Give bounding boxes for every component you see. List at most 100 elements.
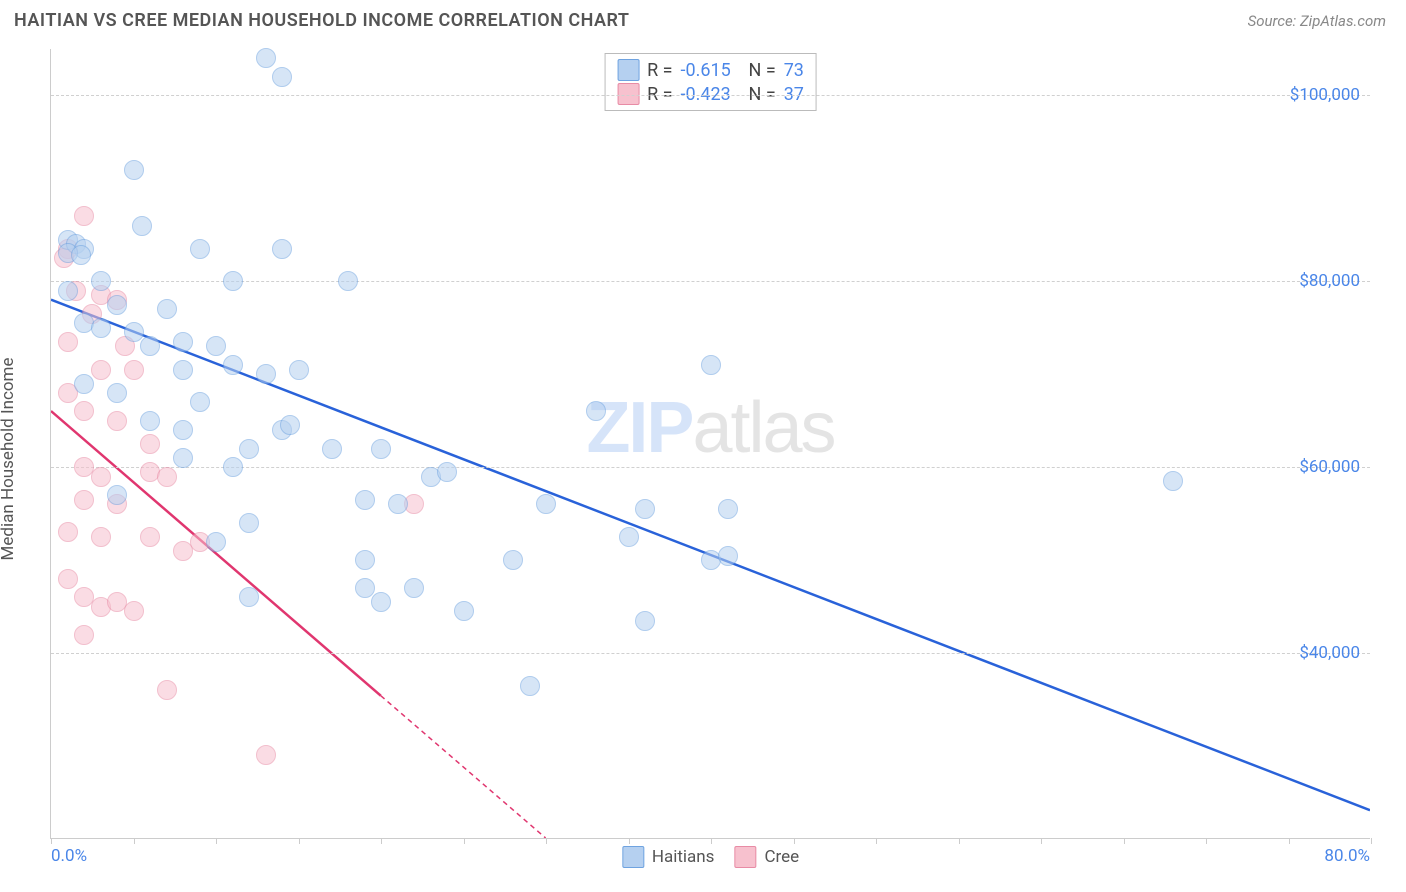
legend-correlation-row: R =-0.423N =37	[617, 82, 804, 106]
chart-header: HAITIAN VS CREE MEDIAN HOUSEHOLD INCOME …	[0, 0, 1406, 39]
x-tick	[1124, 838, 1125, 844]
x-tick	[1289, 838, 1290, 844]
chart-container: Median Household Income ZIPatlas R = -0.6…	[0, 39, 1406, 879]
r-value: -0.423	[681, 84, 741, 105]
legend-label: Haitians	[652, 847, 715, 867]
haitians-point	[91, 318, 111, 338]
haitians-point	[718, 546, 738, 566]
haitians-point	[173, 420, 193, 440]
r-value: -0.615	[681, 60, 741, 81]
gridline-h	[51, 653, 1370, 654]
legend-swatch	[617, 83, 639, 105]
haitians-point	[404, 578, 424, 598]
r-label: R =	[647, 84, 672, 105]
legend-label: Cree	[764, 847, 799, 867]
haitians-point	[140, 336, 160, 356]
chart-source: Source: ZipAtlas.com	[1248, 12, 1386, 30]
legend-swatch	[622, 846, 644, 868]
x-tick	[629, 838, 630, 844]
haitians-point	[718, 499, 738, 519]
cree-point	[58, 569, 78, 589]
x-tick	[1371, 838, 1372, 844]
haitians-point	[280, 415, 300, 435]
haitians-point	[338, 271, 358, 291]
r-label: R =	[647, 60, 672, 81]
plot-area: ZIPatlas R =-0.615N =73R =-0.423N =37 Ha…	[50, 49, 1370, 839]
haitians-point	[239, 513, 259, 533]
legend-swatch	[617, 59, 639, 81]
haitians-point	[132, 216, 152, 236]
x-tick	[464, 838, 465, 844]
haitians-point	[371, 592, 391, 612]
haitians-point	[124, 160, 144, 180]
haitians-point	[239, 587, 259, 607]
x-tick	[959, 838, 960, 844]
y-axis-label: Median Household Income	[0, 358, 18, 561]
cree-point	[124, 601, 144, 621]
x-tick	[51, 838, 52, 844]
legend-series-item: Haitians	[622, 846, 715, 868]
haitians-point	[239, 439, 259, 459]
legend-swatch	[734, 846, 756, 868]
haitians-point	[635, 611, 655, 631]
haitians-point	[454, 601, 474, 621]
correlation-legend: R = -0.615 N = 73R = -0.423 N = 37	[604, 53, 817, 111]
haitians-point	[107, 485, 127, 505]
haitians-point	[701, 355, 721, 375]
source-name: ZipAtlas.com	[1300, 12, 1386, 30]
haitians-point	[173, 448, 193, 468]
haitians-point	[256, 48, 276, 68]
y-tick-label: $100,000	[1290, 85, 1360, 105]
chart-title: HAITIAN VS CREE MEDIAN HOUSEHOLD INCOME …	[14, 10, 629, 31]
haitians-point	[355, 490, 375, 510]
y-tick-label: $60,000	[1299, 457, 1360, 477]
x-tick	[216, 838, 217, 844]
haitians-point	[635, 499, 655, 519]
haitians-point	[272, 239, 292, 259]
x-tick	[1206, 838, 1207, 844]
watermark: ZIPatlas	[586, 387, 834, 469]
haitians-point	[388, 494, 408, 514]
haitians-point	[107, 383, 127, 403]
haitians-point	[71, 245, 91, 265]
haitians-point	[74, 374, 94, 394]
cree-point	[140, 434, 160, 454]
y-tick-label: $40,000	[1299, 643, 1360, 663]
haitians-point	[437, 462, 457, 482]
n-value: 37	[784, 84, 804, 105]
gridline-h	[51, 281, 1370, 282]
haitians-point	[173, 360, 193, 380]
n-value: 73	[784, 60, 804, 81]
haitians-point	[107, 295, 127, 315]
cree-point	[107, 411, 127, 431]
haitians-point	[272, 67, 292, 87]
legend-series-item: Cree	[734, 846, 799, 868]
haitians-point	[206, 532, 226, 552]
cree-point	[91, 467, 111, 487]
cree-point	[74, 490, 94, 510]
x-tick	[711, 838, 712, 844]
haitians-point	[503, 550, 523, 570]
cree-point	[74, 401, 94, 421]
x-max-label: 80.0%	[1324, 846, 1370, 866]
x-tick	[876, 838, 877, 844]
haitians-point	[619, 527, 639, 547]
haitians-point	[256, 364, 276, 384]
cree-point	[74, 625, 94, 645]
cree-point	[140, 527, 160, 547]
haitians-point	[223, 271, 243, 291]
haitians-point	[1163, 471, 1183, 491]
y-tick-label: $80,000	[1299, 271, 1360, 291]
series-legend: Haitians Cree	[622, 846, 799, 868]
n-label: N =	[749, 60, 776, 81]
haitians-point	[536, 494, 556, 514]
x-tick	[381, 838, 382, 844]
cree-point	[58, 332, 78, 352]
legend-correlation-row: R = -0.615 N = 73	[617, 58, 804, 82]
cree-point	[91, 527, 111, 547]
cree-point	[124, 360, 144, 380]
haitians-point	[173, 332, 193, 352]
cree-point	[256, 745, 276, 765]
haitians-point	[58, 281, 78, 301]
haitians-point	[223, 457, 243, 477]
